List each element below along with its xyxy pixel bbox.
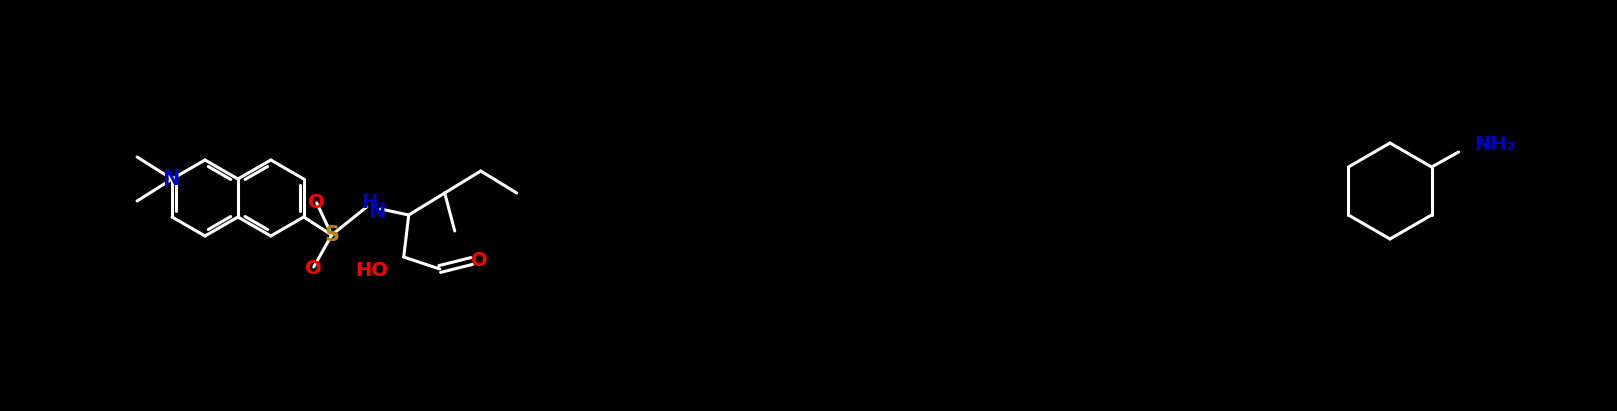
Text: N: N — [162, 169, 179, 189]
Text: N: N — [369, 202, 385, 222]
Text: NH₂: NH₂ — [1475, 134, 1515, 153]
Text: S: S — [325, 225, 340, 245]
Text: HO: HO — [354, 261, 388, 280]
Text: O: O — [472, 252, 488, 270]
Text: O: O — [306, 259, 322, 277]
Text: H: H — [362, 192, 378, 212]
Text: O: O — [309, 192, 325, 212]
